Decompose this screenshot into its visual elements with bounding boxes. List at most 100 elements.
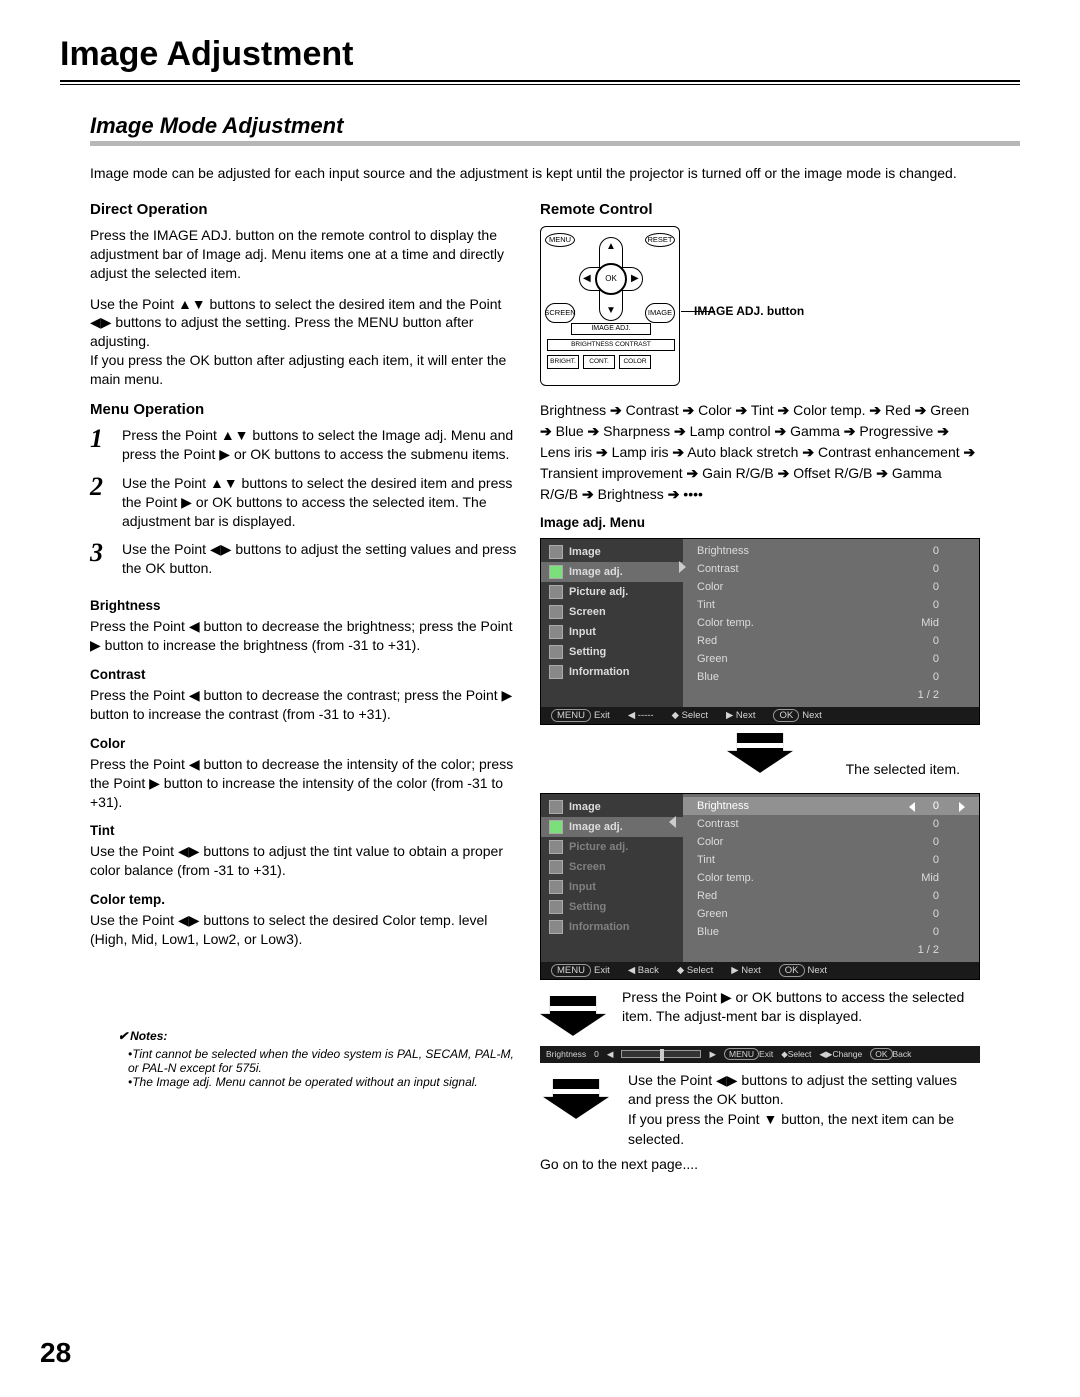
osd-setting-row[interactable]: Color0 <box>683 833 979 851</box>
left-column: Direct Operation Press the IMAGE ADJ. bu… <box>90 201 520 1186</box>
go-on-text: Go on to the next page.... <box>540 1155 980 1174</box>
osd-row-arrow-left-icon <box>909 802 915 812</box>
title-rule <box>60 80 1020 85</box>
page-number: 28 <box>40 1337 71 1369</box>
remote-menu-button[interactable]: MENU <box>545 233 575 247</box>
osd-menu-item[interactable]: Input <box>541 622 683 642</box>
osd-setting-row[interactable]: Color temp.Mid <box>683 614 979 632</box>
flow-arrow-3-icon <box>543 1079 609 1119</box>
osd-menu-label: Image <box>569 801 601 813</box>
osd-nav-arrow-icon <box>679 561 686 573</box>
brightness-text: Press the Point ◀ button to decrease the… <box>90 617 520 655</box>
note-2: The Image adj. Menu cannot be operated w… <box>128 1075 520 1089</box>
contrast-text: Press the Point ◀ button to decrease the… <box>90 686 520 724</box>
remote-image-button[interactable]: IMAGE <box>645 303 675 323</box>
menu-operation-heading: Menu Operation <box>90 401 520 418</box>
osd-nav-arrow-left-icon <box>669 816 676 828</box>
osd-menu-icon <box>549 820 563 834</box>
osd-setting-row[interactable]: Tint0 <box>683 851 979 869</box>
osd-menu-item[interactable]: Information <box>541 662 683 682</box>
osd-setting-row[interactable]: Tint0 <box>683 596 979 614</box>
remote-up-arrow[interactable]: ▲ <box>606 241 616 252</box>
notes-heading: Notes: <box>118 1029 520 1043</box>
remote-control-diagram: MENU RESET OK ▲ ▼ ◀ ▶ SCREEN IMAGE IMAGE… <box>540 226 680 386</box>
osd-menu-item[interactable]: Screen <box>541 602 683 622</box>
remote-screen-button[interactable]: SCREEN <box>545 303 575 323</box>
osd-setting-row[interactable]: Green0 <box>683 650 979 668</box>
remote-row2-label: BRIGHTNESS CONTRAST <box>547 339 675 351</box>
osd-menu-icon <box>549 840 563 854</box>
adjbar-slider[interactable] <box>621 1050 701 1058</box>
selected-item-callout: The selected item. <box>846 761 960 777</box>
osd-menu-item[interactable]: Image adj. <box>541 817 683 837</box>
osd-menu-icon <box>549 545 563 559</box>
remote-heading: Remote Control <box>540 201 980 218</box>
osd-setting-row[interactable]: Red0 <box>683 887 979 905</box>
osd-menu-label: Screen <box>569 606 606 618</box>
osd-menu-item[interactable]: Picture adj. <box>541 582 683 602</box>
remote-left-arrow[interactable]: ◀ <box>583 273 591 284</box>
direct-operation-p2: Use the Point ▲▼ buttons to select the d… <box>90 295 520 389</box>
section-title: Image Mode Adjustment <box>90 113 1020 139</box>
osd-menu-icon <box>549 920 563 934</box>
osd-menu-item[interactable]: Screen <box>541 857 683 877</box>
osd-menu-label: Picture adj. <box>569 841 628 853</box>
remote-imageadj-label: IMAGE ADJ. <box>571 323 651 335</box>
osd-setting-row[interactable]: Green0 <box>683 905 979 923</box>
contrast-heading: Contrast <box>90 667 520 682</box>
osd-menu-label: Image adj. <box>569 821 623 833</box>
osd-menu-label: Screen <box>569 861 606 873</box>
osd-menu-1: Image Image adj. Picture adj. Screen Input Se… <box>540 538 980 725</box>
osd-menu-item[interactable]: Image <box>541 542 683 562</box>
osd-menu-icon <box>549 645 563 659</box>
osd-setting-row[interactable]: Blue0 <box>683 668 979 686</box>
osd-menu-icon <box>549 665 563 679</box>
caption-1: Press the Point ▶ or OK buttons to acces… <box>622 988 980 1027</box>
brightness-heading: Brightness <box>90 598 520 613</box>
osd-menu-icon <box>549 585 563 599</box>
step-2: 2 Use the Point ▲▼ buttons to select the… <box>90 474 520 531</box>
remote-bright-button[interactable]: BRIGHT. <box>547 355 579 369</box>
osd-menu-item[interactable]: Picture adj. <box>541 837 683 857</box>
osd-setting-row[interactable]: Color temp.Mid <box>683 869 979 887</box>
osd-setting-row[interactable]: Contrast0 <box>683 560 979 578</box>
osd-menu-icon <box>549 900 563 914</box>
osd-menu-icon <box>549 860 563 874</box>
osd-setting-row[interactable]: Blue0 <box>683 923 979 941</box>
caption-2: Use the Point ◀▶ buttons to adjust the s… <box>628 1071 980 1149</box>
flow-arrow-2-icon <box>540 996 606 1036</box>
osd-menu-label: Image <box>569 546 601 558</box>
adjbar-label: Brightness <box>546 1049 586 1059</box>
osd-menu-item[interactable]: Setting <box>541 642 683 662</box>
osd-menu-item[interactable]: Image adj. <box>541 562 683 582</box>
remote-ok-button[interactable]: OK <box>595 263 627 295</box>
notes-block: Notes: Tint cannot be selected when the … <box>118 1029 520 1089</box>
osd-menu-label: Information <box>569 921 630 933</box>
osd-menu-item[interactable]: Image <box>541 797 683 817</box>
osd-menu-2: Image Image adj. Picture adj. Screen Input Se… <box>540 793 980 980</box>
osd-menu-item[interactable]: Information <box>541 917 683 937</box>
osd-menu-label: Input <box>569 626 596 638</box>
right-column: Remote Control MENU RESET OK ▲ ▼ ◀ ▶ SCR… <box>540 201 980 1186</box>
osd-setting-row[interactable]: Brightness0 <box>683 542 979 560</box>
adjustment-bar: Brightness 0 ◀ ▶ MENUExit ◆Select ◀▶Chan… <box>540 1046 980 1063</box>
osd-setting-row[interactable]: Brightness0 <box>683 797 979 815</box>
osd-menu-item[interactable]: Setting <box>541 897 683 917</box>
section-rule <box>90 141 1020 146</box>
osd-menu-icon <box>549 605 563 619</box>
remote-down-arrow[interactable]: ▼ <box>606 305 616 316</box>
osd-setting-row[interactable]: Contrast0 <box>683 815 979 833</box>
adjbar-value: 0 <box>594 1049 599 1059</box>
osd-setting-row[interactable]: Color0 <box>683 578 979 596</box>
osd-heading: Image adj. Menu <box>540 515 980 530</box>
osd-menu-label: Input <box>569 881 596 893</box>
remote-reset-button[interactable]: RESET <box>645 233 675 247</box>
osd-menu-item[interactable]: Input <box>541 877 683 897</box>
osd-setting-row[interactable]: Red0 <box>683 632 979 650</box>
remote-color-button[interactable]: COLOR <box>619 355 651 369</box>
osd-page-indicator: 1 / 2 <box>683 686 979 704</box>
osd-menu-label: Setting <box>569 646 606 658</box>
remote-right-arrow[interactable]: ▶ <box>631 273 639 284</box>
remote-cont-button[interactable]: CONT. <box>583 355 615 369</box>
osd-menu-label: Image adj. <box>569 566 623 578</box>
